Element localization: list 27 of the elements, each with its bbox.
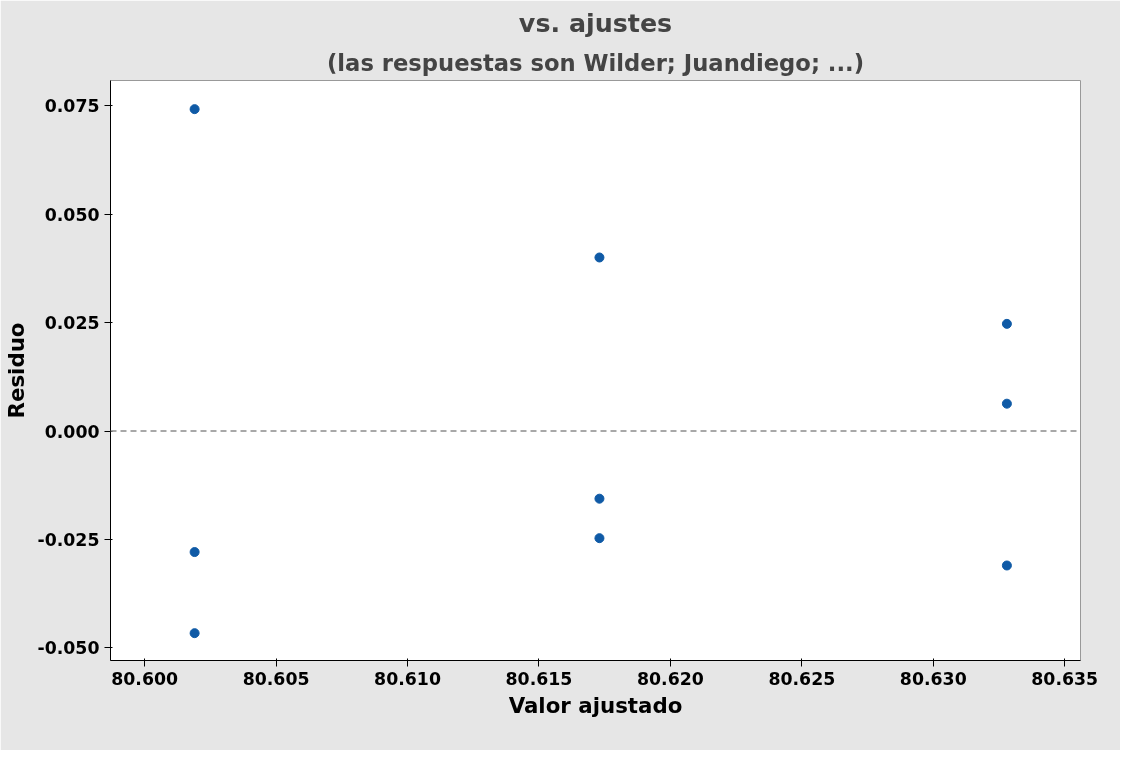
- x-axis-title: Valor ajustado: [508, 692, 683, 718]
- x-tick-label: 80.630: [899, 668, 967, 689]
- y-tick-label: -0.025: [37, 529, 100, 550]
- chart-title: vs. ajustes: [518, 7, 673, 38]
- y-tick-label: -0.050: [37, 638, 100, 659]
- x-tick-label: 80.600: [111, 668, 179, 689]
- x-tick-label: 80.620: [636, 668, 704, 689]
- x-tick-label: 80.610: [374, 668, 441, 689]
- x-tick-label: 80.635: [1031, 668, 1099, 689]
- x-tick-label: 80.625: [768, 668, 836, 689]
- x-tick-label: 80.615: [505, 668, 573, 689]
- point: [1001, 398, 1012, 409]
- y-tick-label: 0.025: [44, 313, 100, 334]
- point: [594, 493, 605, 504]
- y-tick-label: 0.050: [44, 204, 100, 225]
- point: [1001, 560, 1012, 571]
- x-tick-label: 80.605: [242, 668, 310, 689]
- y-tick-label: 0.000: [44, 421, 100, 442]
- y-axis-title: Residuo: [4, 322, 30, 419]
- point: [189, 104, 200, 115]
- point: [189, 547, 200, 558]
- point: [189, 628, 200, 639]
- y-tick-label: 0.075: [44, 96, 100, 117]
- chart-subtitle: (las respuestas son Wilder; Juandiego; ...): [326, 49, 865, 76]
- point: [594, 533, 605, 544]
- point: [594, 252, 605, 263]
- point: [1001, 318, 1012, 329]
